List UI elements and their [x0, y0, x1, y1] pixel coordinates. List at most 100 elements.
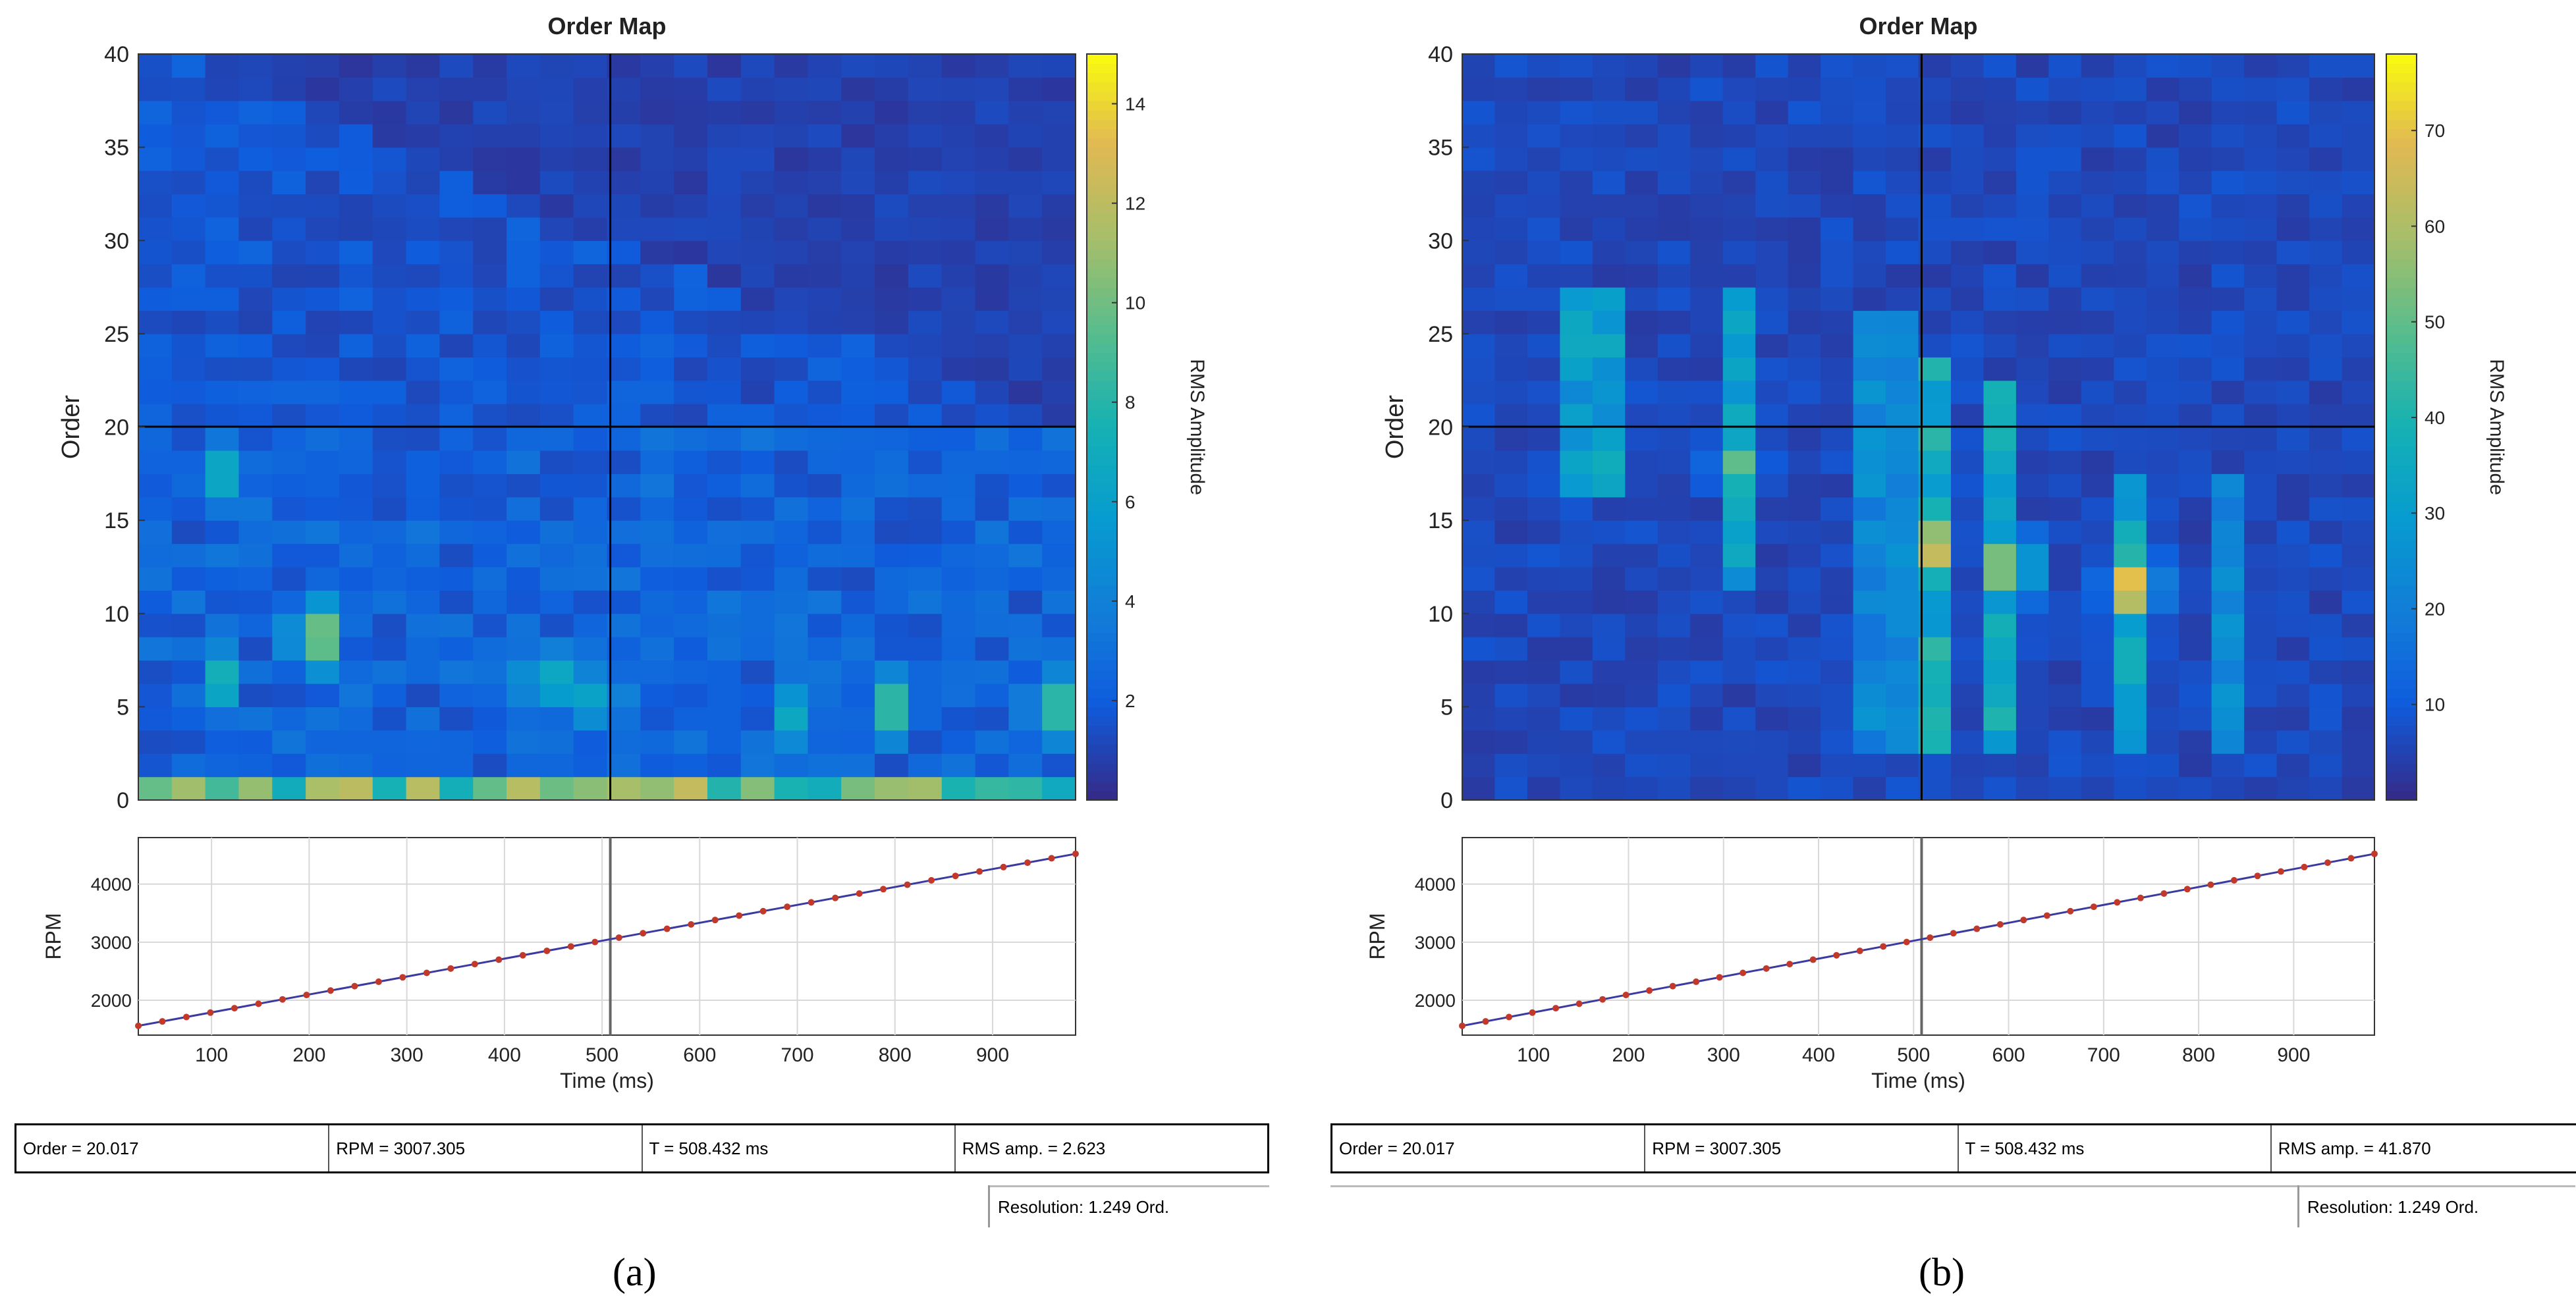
order-map-chart-a[interactable]: Order Map0510152025303540Order2468101214… [0, 0, 1288, 1113]
heatmap-cell [507, 473, 541, 498]
heatmap-cell [1008, 240, 1043, 265]
heatmap-cell [171, 520, 206, 545]
heatmap-cell [1592, 776, 1626, 801]
colorbar-segment [2386, 510, 2417, 521]
heatmap-cell [2146, 473, 2179, 498]
heatmap-cell [2276, 147, 2310, 171]
heatmap-cell [2244, 240, 2278, 265]
heatmap-cell [607, 683, 641, 707]
heatmap-cell [908, 380, 943, 404]
colorbar-segment [1087, 119, 1117, 130]
rpm-marker [1669, 982, 1676, 990]
rpm-marker [2230, 876, 2237, 884]
heatmap-cell [1657, 380, 1691, 404]
heatmap-cell [272, 380, 306, 404]
heatmap-cell [406, 100, 440, 124]
heatmap-cell [1462, 333, 1496, 358]
order-map-chart-b[interactable]: Order Map0510152025303540Order1020304050… [1316, 0, 2576, 1113]
heatmap-cell [1462, 520, 1496, 545]
heatmap-cell [372, 613, 407, 637]
heatmap-cell [2309, 287, 2343, 311]
heatmap-cell [1755, 730, 1789, 754]
heatmap-cell [1950, 310, 1985, 335]
heatmap-cell [1983, 590, 2017, 614]
heatmap-cell [406, 171, 440, 195]
heatmap-cell [1462, 287, 1496, 311]
heatmap-cell [1755, 147, 1789, 171]
heatmap-cell [808, 753, 842, 778]
heatmap-cell [1494, 730, 1528, 754]
rpm-x-tick-label: 300 [391, 1044, 424, 1066]
heatmap-cell [2342, 496, 2375, 521]
rpm-plot-frame [1462, 837, 2375, 1036]
heatmap-cell [1755, 194, 1789, 218]
heatmap-cell [1722, 287, 1756, 311]
heatmap-cell [1690, 776, 1724, 801]
heatmap-cell [573, 496, 608, 521]
colorbar-segment [1087, 175, 1117, 186]
heatmap-cell [1008, 637, 1043, 661]
heatmap-cell [908, 333, 943, 358]
heatmap-cell [2146, 357, 2179, 381]
heatmap-cell [138, 124, 173, 148]
heatmap-cell [1527, 730, 1560, 754]
rpm-marker [1482, 1018, 1489, 1025]
heatmap-cell [171, 77, 206, 101]
heatmap-cell [707, 450, 742, 474]
heatmap-cell [1690, 637, 1724, 661]
heatmap-cell [1560, 496, 1593, 521]
heatmap-cell [2244, 287, 2278, 311]
rpm-x-tick-label: 300 [1707, 1044, 1740, 1066]
heatmap-cell [1722, 637, 1756, 661]
heatmap-cell [2342, 54, 2375, 78]
heatmap-cell [171, 473, 206, 498]
heatmap-cell [1592, 333, 1626, 358]
heatmap-cell [1853, 776, 1886, 801]
heatmap-cell [171, 124, 206, 148]
heatmap-cell [908, 473, 943, 498]
heatmap-cell [1462, 683, 1496, 707]
heatmap-cell [1462, 357, 1496, 381]
heatmap-cell [841, 637, 875, 661]
heatmap-cell [2048, 520, 2082, 545]
heatmap-cell [740, 450, 775, 474]
heatmap-cell [607, 637, 641, 661]
heatmap-cell [1042, 450, 1076, 474]
heatmap-cell [138, 660, 173, 684]
heatmap-cells [1462, 54, 2375, 801]
colorbar-segment [2386, 165, 2417, 176]
heatmap-cell [2276, 404, 2310, 428]
heatmap-cell [339, 380, 373, 404]
heatmap-cell [406, 310, 440, 335]
colorbar-segment [2386, 221, 2417, 232]
heatmap-cell [875, 404, 909, 428]
y-tick-label: 35 [1428, 136, 1453, 161]
heatmap-cell [473, 263, 507, 288]
heatmap-cell [2244, 683, 2278, 707]
heatmap-cell [908, 637, 943, 661]
heatmap-cell [808, 730, 842, 754]
heatmap-cell [1722, 543, 1756, 568]
heatmap-cell [1592, 660, 1626, 684]
colorbar-segment [1087, 91, 1117, 101]
heatmap-cell [272, 54, 306, 78]
heatmap-cell [2146, 637, 2179, 661]
colorbar-segment [1087, 259, 1117, 269]
heatmap-cell [573, 240, 608, 265]
heatmap-cell [1722, 496, 1756, 521]
heatmap-cell [1821, 637, 1854, 661]
heatmap-cell [238, 217, 273, 241]
heatmap-cell [808, 100, 842, 124]
heatmap-cell [507, 753, 541, 778]
colorbar-segment [2386, 595, 2417, 605]
heatmap-cell [2342, 171, 2375, 195]
heatmap-cell [238, 147, 273, 171]
heatmap-cell [2146, 54, 2179, 78]
heatmap-cell [1886, 473, 1919, 498]
colorbar-segment [1087, 651, 1117, 661]
heatmap-cell [640, 613, 674, 637]
heatmap-cell [205, 287, 240, 311]
heatmap-cell [2179, 613, 2212, 637]
heatmap-cell [1042, 100, 1076, 124]
heatmap-cell [272, 730, 306, 754]
